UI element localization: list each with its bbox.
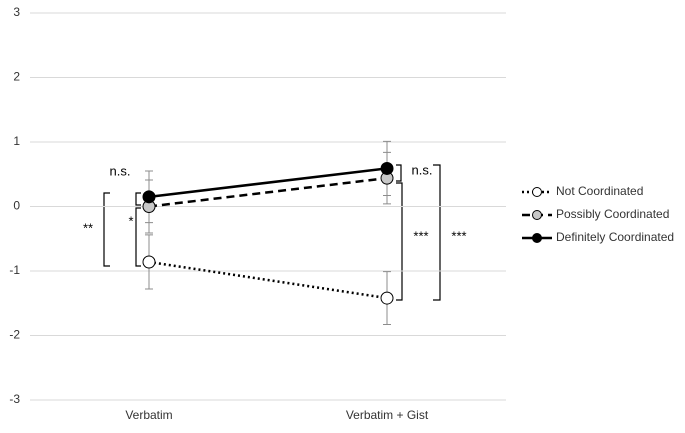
annotation: ***: [413, 228, 428, 243]
y-tick-label: 0: [13, 199, 20, 213]
marker: [380, 291, 394, 305]
series-line: [148, 176, 388, 208]
legend-label: Not Coordinated: [556, 184, 643, 198]
legend-label: Definitely Coordinated: [556, 230, 674, 244]
series-line: [148, 260, 388, 300]
x-tick-label: Verbatim + Gist: [346, 408, 429, 422]
x-tick-label: Verbatim: [125, 408, 172, 422]
y-tick-label: 1: [13, 134, 20, 148]
legend-label: Possibly Coordinated: [556, 207, 669, 221]
bracket: [396, 182, 403, 301]
y-tick-label: -1: [9, 263, 20, 277]
marker: [380, 161, 394, 175]
legend-marker: [532, 233, 542, 243]
series-line: [148, 167, 388, 199]
marker: [142, 190, 156, 204]
y-tick-label: 3: [13, 5, 20, 19]
annotation: **: [83, 220, 93, 235]
y-tick-label: 2: [13, 70, 20, 84]
marker: [142, 255, 156, 269]
y-tick-label: -3: [9, 392, 20, 406]
bracket: [135, 207, 141, 267]
annotation: *: [128, 213, 133, 228]
bracket: [103, 192, 110, 267]
legend-marker: [532, 210, 542, 220]
y-tick-label: -2: [9, 328, 20, 342]
annotation: n.s.: [412, 162, 433, 177]
legend-marker: [532, 187, 542, 197]
bracket: [396, 164, 402, 182]
annotation: n.s.: [110, 163, 131, 178]
bracket: [433, 164, 441, 301]
annotation: ***: [451, 228, 466, 243]
bracket: [135, 192, 141, 206]
